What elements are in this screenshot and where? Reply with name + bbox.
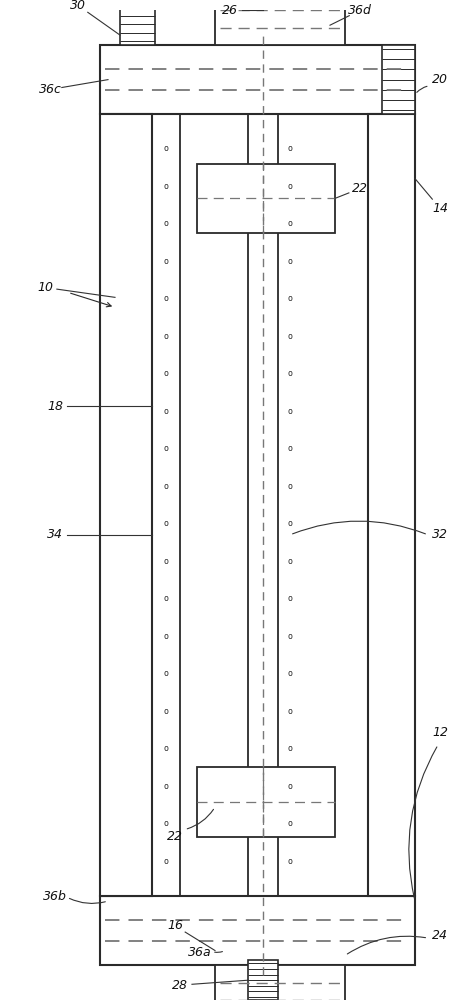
Bar [215, 0, 345, 45]
Bar [100, 896, 415, 965]
Text: 16: 16 [167, 919, 183, 932]
Text: 10: 10 [37, 281, 53, 294]
Bar [382, 45, 415, 114]
Text: 30: 30 [70, 0, 86, 12]
Text: o: o [288, 857, 292, 866]
Text: 20: 20 [432, 73, 448, 86]
Text: 36d: 36d [348, 4, 372, 17]
Bar [197, 164, 335, 233]
Text: o: o [288, 669, 292, 678]
Text: 28: 28 [172, 979, 188, 992]
Text: o: o [288, 444, 292, 453]
Text: o: o [288, 219, 292, 228]
Text: o: o [288, 407, 292, 416]
Text: o: o [288, 144, 292, 153]
Text: 36a: 36a [188, 946, 212, 959]
Bar [215, 965, 345, 1000]
Text: 14: 14 [432, 202, 448, 215]
Text: o: o [288, 782, 292, 791]
Text: o: o [288, 594, 292, 603]
Text: o: o [164, 257, 168, 266]
Text: o: o [164, 482, 168, 491]
Text: o: o [164, 632, 168, 641]
Bar [100, 45, 415, 114]
Text: o: o [164, 219, 168, 228]
Bar [120, 0, 155, 45]
Text: 32: 32 [432, 528, 448, 541]
Text: o: o [288, 744, 292, 753]
Bar [368, 114, 415, 896]
Text: 26: 26 [222, 4, 238, 17]
Text: o: o [164, 744, 168, 753]
Text: o: o [288, 632, 292, 641]
Text: o: o [288, 332, 292, 341]
Text: o: o [164, 707, 168, 716]
Text: o: o [164, 332, 168, 341]
Text: o: o [288, 557, 292, 566]
Text: 36b: 36b [43, 890, 67, 903]
Text: o: o [164, 557, 168, 566]
Text: o: o [164, 594, 168, 603]
Text: o: o [288, 369, 292, 378]
Text: 22: 22 [352, 182, 368, 195]
Text: o: o [164, 519, 168, 528]
Bar [248, 960, 278, 1000]
Text: o: o [164, 144, 168, 153]
Text: o: o [288, 707, 292, 716]
Text: o: o [288, 182, 292, 191]
Text: o: o [164, 407, 168, 416]
Text: o: o [164, 182, 168, 191]
Text: o: o [164, 294, 168, 303]
Text: o: o [164, 782, 168, 791]
Text: o: o [164, 669, 168, 678]
Text: 12: 12 [432, 726, 448, 739]
Bar [197, 767, 335, 837]
Text: o: o [164, 369, 168, 378]
Text: 18: 18 [47, 400, 63, 413]
Text: 22: 22 [167, 830, 183, 843]
Bar [100, 114, 152, 896]
Text: 34: 34 [47, 528, 63, 541]
Text: 36c: 36c [38, 83, 62, 96]
Text: o: o [164, 444, 168, 453]
Text: o: o [288, 482, 292, 491]
Text: o: o [288, 519, 292, 528]
Text: o: o [288, 257, 292, 266]
Text: o: o [164, 819, 168, 828]
Text: o: o [288, 819, 292, 828]
Text: o: o [288, 294, 292, 303]
Text: o: o [164, 857, 168, 866]
Text: 24: 24 [432, 929, 448, 942]
